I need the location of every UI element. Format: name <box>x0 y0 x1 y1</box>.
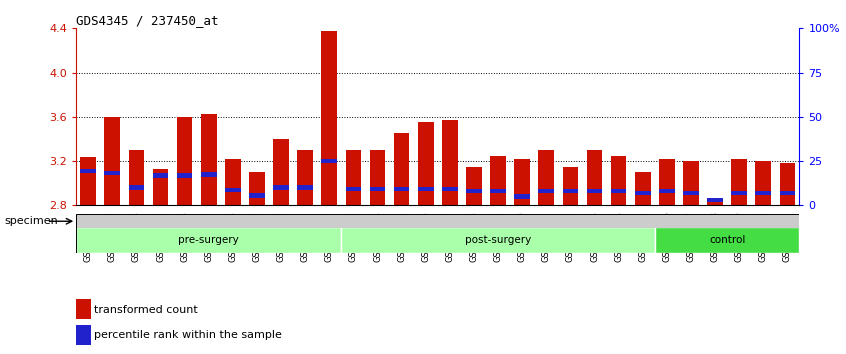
Bar <box>370 187 386 191</box>
Text: specimen: specimen <box>4 216 58 226</box>
Bar <box>755 191 772 195</box>
Bar <box>76 325 91 345</box>
Bar <box>418 122 434 205</box>
Bar <box>755 161 772 205</box>
Bar <box>418 187 434 191</box>
Bar <box>273 139 289 205</box>
Bar <box>249 193 265 198</box>
Bar <box>563 167 579 205</box>
Text: control: control <box>709 235 745 245</box>
Bar <box>586 150 602 205</box>
Bar <box>345 187 361 191</box>
Bar <box>731 191 747 195</box>
Bar <box>76 299 91 319</box>
Bar <box>80 169 96 173</box>
Bar <box>707 198 723 205</box>
Bar <box>707 198 723 202</box>
Bar <box>152 173 168 178</box>
Bar <box>129 185 145 190</box>
Text: transformed count: transformed count <box>94 305 198 315</box>
Text: GDS4345 / 237450_at: GDS4345 / 237450_at <box>76 14 218 27</box>
Bar <box>297 150 313 205</box>
Bar <box>442 187 458 191</box>
Bar <box>393 133 409 205</box>
Bar <box>201 114 217 205</box>
Bar <box>442 120 458 205</box>
Bar <box>466 167 482 205</box>
Bar <box>490 189 506 193</box>
Bar <box>634 172 651 205</box>
Bar <box>538 189 554 193</box>
Bar <box>611 189 627 193</box>
Bar <box>225 188 241 192</box>
Bar <box>514 159 530 205</box>
Bar <box>225 159 241 205</box>
Bar <box>655 227 799 253</box>
Text: percentile rank within the sample: percentile rank within the sample <box>94 330 282 340</box>
Bar <box>80 156 96 205</box>
Bar <box>611 155 627 205</box>
Bar <box>538 150 554 205</box>
Bar <box>634 191 651 195</box>
Bar <box>490 155 506 205</box>
Bar <box>297 185 313 190</box>
Bar <box>586 189 602 193</box>
Bar <box>152 169 168 205</box>
Bar <box>321 159 338 163</box>
Bar <box>177 173 193 178</box>
Text: post-surgery: post-surgery <box>465 235 531 245</box>
Bar <box>659 159 675 205</box>
Bar <box>466 189 482 193</box>
Bar <box>683 191 699 195</box>
Bar <box>659 189 675 193</box>
Bar <box>731 159 747 205</box>
Bar <box>177 117 193 205</box>
Bar <box>201 172 217 177</box>
Bar <box>683 161 699 205</box>
Bar <box>345 150 361 205</box>
Bar <box>129 150 145 205</box>
Bar <box>321 30 338 205</box>
Bar <box>273 185 289 190</box>
Bar <box>370 150 386 205</box>
Bar <box>249 172 265 205</box>
Bar <box>341 227 655 253</box>
Bar <box>76 227 341 253</box>
Text: pre-surgery: pre-surgery <box>179 235 239 245</box>
Bar <box>104 117 120 205</box>
Bar <box>779 191 795 195</box>
Bar <box>104 171 120 176</box>
Bar <box>563 189 579 193</box>
Bar <box>514 194 530 199</box>
Bar <box>779 163 795 205</box>
Bar <box>393 187 409 191</box>
